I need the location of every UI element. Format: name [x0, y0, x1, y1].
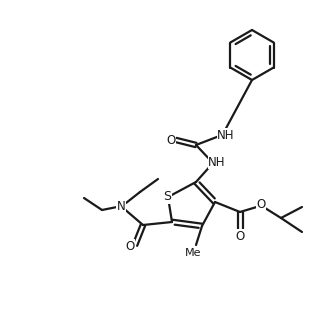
Text: Me: Me: [185, 248, 201, 258]
Text: S: S: [163, 191, 171, 204]
Text: O: O: [256, 198, 266, 212]
Text: O: O: [166, 134, 176, 147]
Text: N: N: [117, 200, 125, 213]
Text: NH: NH: [217, 128, 235, 141]
Text: NH: NH: [208, 156, 226, 168]
Text: O: O: [236, 230, 245, 242]
Text: O: O: [125, 240, 135, 252]
